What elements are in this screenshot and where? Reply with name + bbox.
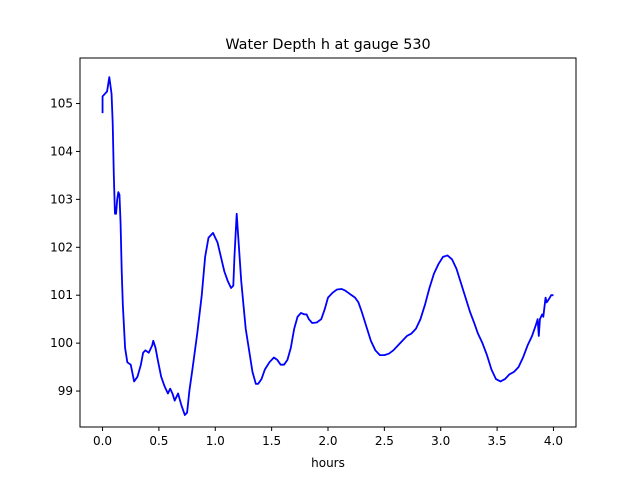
x-tick-label: 4.0: [544, 434, 563, 448]
y-tick-label: 101: [50, 288, 73, 302]
x-axis: 0.0 0.5 1.0 1.5 2.0 2.5 3.0 3.5 4.0: [93, 427, 563, 448]
series-line-0: [101, 76, 554, 416]
plot-area: [101, 76, 554, 416]
x-tick-label: 2.0: [318, 434, 337, 448]
x-axis-label: hours: [311, 456, 345, 470]
x-tick-label: 1.5: [262, 434, 281, 448]
y-tick-label: 99: [58, 384, 73, 398]
y-tick-label: 103: [50, 192, 73, 206]
chart-title: Water Depth h at gauge 530: [225, 37, 430, 53]
x-tick-label: 1.0: [206, 434, 225, 448]
x-tick-label: 3.5: [488, 434, 507, 448]
x-tick-label: 3.0: [431, 434, 450, 448]
x-tick-label: 0.0: [93, 434, 112, 448]
y-tick-label: 104: [50, 144, 73, 158]
y-tick-label: 100: [50, 336, 73, 350]
y-tick-label: 105: [50, 97, 73, 111]
x-tick-label: 2.5: [375, 434, 394, 448]
y-axis: 99 100 101 102 103 104 105: [50, 97, 80, 398]
x-tick-label: 0.5: [149, 434, 168, 448]
y-tick-label: 102: [50, 240, 73, 254]
axes-frame: [79, 57, 577, 428]
